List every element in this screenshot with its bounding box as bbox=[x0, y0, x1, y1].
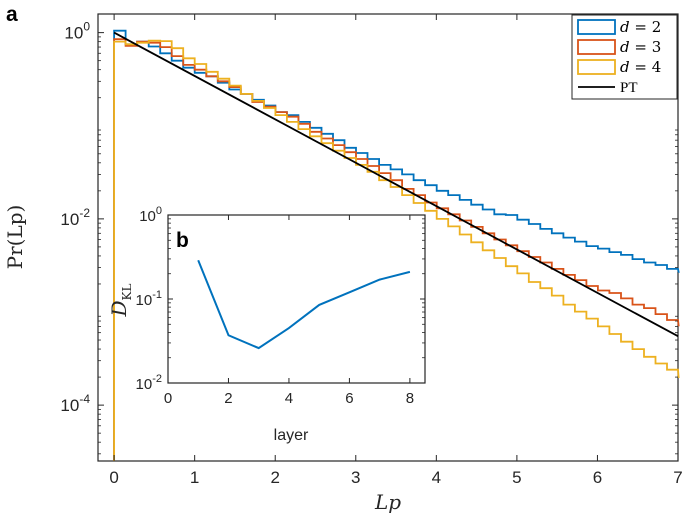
legend-label-var: d bbox=[620, 38, 630, 56]
inset-x-axis-label: layer bbox=[274, 427, 309, 444]
legend-label-pt: PT bbox=[620, 80, 638, 96]
main-y-axis-label: Pr(Lp) bbox=[3, 205, 27, 270]
legend-label-d-2: d = 2 bbox=[620, 18, 661, 36]
legend-swatch-d-4 bbox=[577, 59, 616, 75]
main-y-tick-exponent: 0 bbox=[83, 20, 90, 34]
inset-y-tick-label: 10-1 bbox=[136, 289, 162, 309]
main-y-tick-label: 10-2 bbox=[60, 206, 90, 229]
main-x-tick-label: 7 bbox=[673, 468, 682, 487]
main-y-tick-label: 100 bbox=[64, 20, 90, 43]
legend-label-val: = 2 bbox=[630, 18, 662, 36]
main-y-tick-label: 10-4 bbox=[60, 392, 90, 415]
inset-y-tick-label: 100 bbox=[139, 205, 162, 225]
series-pt-line bbox=[113, 31, 679, 337]
main-y-tick-base: 10 bbox=[60, 396, 79, 415]
legend: d = 2d = 3d = 4PT bbox=[571, 14, 678, 100]
inset-x-tick-label: 4 bbox=[285, 390, 293, 407]
main-y-tick-base: 10 bbox=[64, 24, 83, 43]
main-x-tick-label: 1 bbox=[190, 468, 199, 487]
inset-x-tick-label: 8 bbox=[406, 390, 414, 407]
main-x-tick-label: 5 bbox=[512, 468, 521, 487]
main-y-tick-exponent: -2 bbox=[79, 206, 90, 220]
inset-background bbox=[163, 215, 425, 383]
inset-y-tick-exponent: 0 bbox=[156, 205, 162, 217]
inset-y-tick-base: 10 bbox=[136, 376, 153, 393]
inset-y-tick-exponent: -2 bbox=[152, 373, 162, 385]
inset-x-tick-label: 2 bbox=[224, 390, 232, 407]
legend-label-val: = 3 bbox=[630, 38, 662, 56]
inset-y-axis-label: DKL bbox=[107, 283, 134, 317]
main-x-tick-label: 6 bbox=[593, 468, 602, 487]
inset-y-tick-base: 10 bbox=[136, 292, 153, 309]
main-x-tick-label: 0 bbox=[109, 468, 118, 487]
legend-label-d-3: d = 3 bbox=[620, 38, 661, 56]
legend-label-d-4: d = 4 bbox=[620, 58, 661, 76]
legend-label-var: d bbox=[620, 18, 630, 36]
main-x-axis-label: Lp bbox=[374, 490, 401, 514]
main-series-group bbox=[113, 29, 680, 461]
series-d-3-line bbox=[113, 38, 680, 461]
main-y-tick-exponent: -4 bbox=[79, 392, 90, 406]
main-x-tick-label: 3 bbox=[351, 468, 360, 487]
panel-label-a: a bbox=[6, 3, 18, 26]
legend-label-var: d bbox=[620, 58, 630, 76]
inset-series-group bbox=[197, 259, 411, 350]
legend-swatch-d-2 bbox=[577, 19, 616, 35]
legend-box bbox=[571, 14, 678, 100]
inset-y-axis-label-main: D bbox=[107, 300, 131, 317]
main-x-tick-label: 2 bbox=[270, 468, 279, 487]
legend-swatch-d-3 bbox=[577, 39, 616, 55]
inset-y-axis-label-sub: KL bbox=[120, 283, 134, 300]
main-x-tick-label: 4 bbox=[432, 468, 441, 487]
inset-series-d-kl-line bbox=[197, 259, 411, 350]
panel-label-b: b bbox=[176, 229, 189, 252]
inset-x-tick-label: 6 bbox=[345, 390, 353, 407]
main-y-tick-base: 10 bbox=[60, 210, 79, 229]
inset-y-tick-label: 10-2 bbox=[136, 373, 162, 393]
legend-label-val: = 4 bbox=[630, 58, 662, 76]
inset-x-tick-label: 0 bbox=[164, 390, 172, 407]
inset-y-tick-base: 10 bbox=[139, 208, 156, 225]
inset-y-tick-exponent: -1 bbox=[152, 289, 162, 301]
